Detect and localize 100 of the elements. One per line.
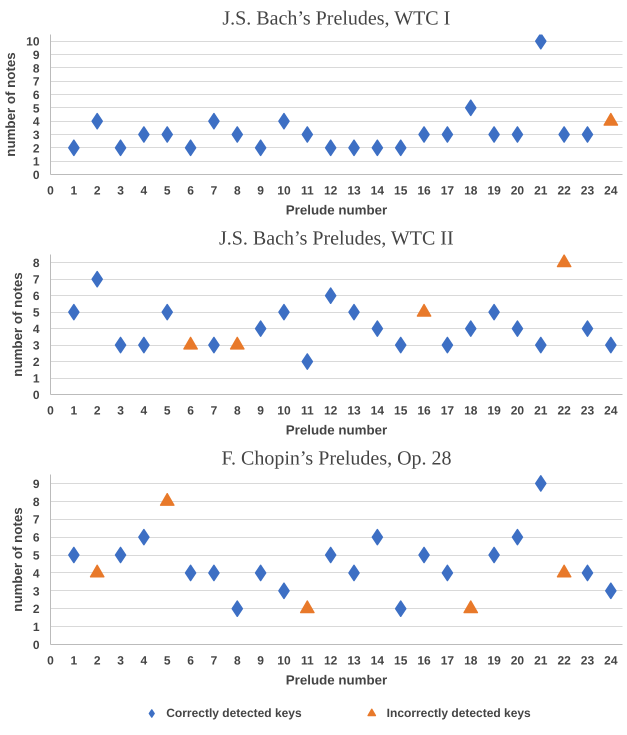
- x-tick-label: 22: [557, 184, 572, 198]
- point: [161, 304, 174, 321]
- point: [231, 126, 244, 143]
- y-tick-label: 1: [32, 620, 40, 634]
- point: [394, 139, 407, 156]
- x-tick-label: 9: [257, 404, 264, 418]
- x-tick-label: 5: [164, 404, 171, 418]
- point: [161, 126, 174, 143]
- y-tick-label: 0: [32, 388, 40, 402]
- x-tick-label: 6: [187, 404, 194, 418]
- x-tick-label: 19: [487, 654, 502, 668]
- y-tick-label: 1: [32, 154, 40, 169]
- x-tick-label: 3: [117, 184, 124, 198]
- x-tick-label: 21: [534, 404, 548, 418]
- y-tick-label: 4: [32, 566, 40, 580]
- x-tick-label: 13: [347, 184, 362, 198]
- point: [604, 582, 617, 600]
- point: [464, 99, 477, 116]
- x-tick-label: 10: [277, 184, 291, 198]
- y-tick-label: 8: [32, 256, 40, 270]
- x-tick-label: 22: [557, 404, 572, 418]
- x-tick-label: 17: [440, 404, 454, 418]
- point: [582, 126, 594, 143]
- chart-title: J.S. Bach’s Preludes, WTC II: [219, 228, 454, 250]
- point: [534, 34, 547, 50]
- x-tick-label: 23: [580, 654, 594, 668]
- x-tick-label: 18: [464, 404, 478, 418]
- x-tick-label: 5: [164, 184, 171, 198]
- x-tick-label: 14: [370, 184, 384, 198]
- legend-label: Correctly detected keys: [166, 706, 302, 720]
- y-tick-label: 3: [32, 584, 40, 598]
- y-tick-label: 2: [32, 602, 40, 616]
- y-tick-label: 2: [32, 141, 40, 156]
- y-tick-label: 5: [32, 306, 40, 320]
- y-tick-label: 1: [32, 372, 40, 386]
- x-tick-label: 17: [440, 184, 454, 198]
- x-tick-label: 12: [324, 404, 338, 418]
- y-tick-label: 3: [32, 128, 40, 142]
- x-tick-label: 20: [510, 184, 524, 198]
- y-tick-label: 8: [32, 61, 40, 76]
- point: [534, 336, 547, 354]
- x-tick-label: 12: [324, 184, 338, 198]
- point: [418, 126, 430, 143]
- x-tick-label: 0: [47, 654, 54, 668]
- x-tick-label: 22: [557, 654, 572, 668]
- x-tick-label: 24: [604, 404, 618, 418]
- y-axis-title: number of notes: [10, 272, 25, 377]
- y-tick-label: 10: [26, 34, 40, 49]
- x-tick-label: 2: [94, 184, 101, 198]
- x-tick-label: 21: [534, 654, 548, 668]
- x-tick-label: 9: [257, 654, 264, 668]
- x-tick-label: 14: [370, 404, 384, 418]
- y-tick-label: 7: [32, 272, 40, 287]
- x-tick-label: 16: [417, 654, 432, 668]
- x-tick-label: 7: [210, 404, 218, 418]
- point: [512, 126, 524, 143]
- y-tick-label: 5: [32, 101, 40, 116]
- x-tick-label: 19: [487, 404, 502, 418]
- x-tick-label: 7: [210, 654, 218, 668]
- y-tick-label: 8: [32, 494, 40, 509]
- y-tick-label: 7: [32, 512, 40, 527]
- x-tick-label: 3: [117, 654, 124, 668]
- y-tick-label: 9: [32, 476, 40, 491]
- x-tick-label: 21: [534, 184, 548, 198]
- y-tick-label: 4: [32, 114, 40, 129]
- x-tick-label: 8: [234, 404, 241, 418]
- chart-title: J.S. Bach’s Preludes, WTC I: [222, 8, 450, 30]
- point: [138, 126, 150, 143]
- chart-title: F. Chopin’s Preludes, Op. 28: [221, 448, 452, 470]
- x-tick-label: 20: [510, 404, 524, 418]
- x-tick-label: 10: [277, 654, 291, 668]
- x-tick-label: 11: [300, 184, 314, 198]
- x-tick-label: 2: [94, 654, 101, 668]
- point: [301, 126, 314, 143]
- y-tick-label: 6: [32, 530, 40, 545]
- y-tick-label: 7: [32, 74, 40, 89]
- point: [534, 474, 547, 492]
- x-tick-label: 10: [277, 404, 291, 418]
- y-axis-title: number of notes: [10, 507, 25, 612]
- x-tick-label: 1: [70, 654, 78, 668]
- x-tick-label: 4: [140, 404, 148, 418]
- y-tick-label: 6: [32, 88, 40, 102]
- x-tick-label: 0: [47, 404, 54, 418]
- x-tick-label: 0: [47, 184, 54, 198]
- x-tick-label: 17: [440, 654, 454, 668]
- x-tick-label: 11: [300, 404, 314, 418]
- y-tick-label: 3: [32, 338, 40, 353]
- point: [442, 126, 454, 143]
- y-tick-label: 0: [32, 168, 40, 182]
- y-tick-label: 6: [32, 289, 40, 304]
- y-tick-label: 0: [32, 638, 40, 652]
- x-tick-label: 7: [210, 184, 218, 198]
- x-tick-label: 16: [417, 184, 432, 198]
- x-tick-label: 23: [580, 404, 594, 418]
- x-tick-label: 24: [604, 654, 618, 668]
- x-tick-label: 15: [394, 654, 408, 668]
- x-tick-label: 5: [164, 654, 171, 668]
- x-tick-label: 24: [604, 184, 618, 198]
- x-tick-label: 18: [464, 184, 478, 198]
- x-tick-label: 3: [117, 404, 124, 418]
